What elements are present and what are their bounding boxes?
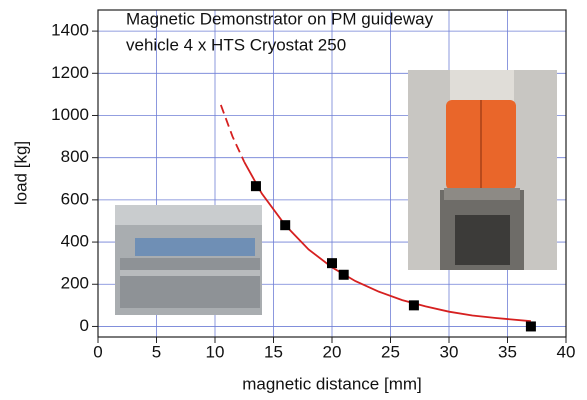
data-point [338, 269, 349, 280]
x-axis-label: magnetic distance [mm] [242, 374, 422, 393]
y-tick-label: 1000 [51, 105, 89, 124]
data-point [250, 181, 261, 192]
data-point [408, 300, 419, 311]
x-tick-label: 40 [557, 342, 576, 361]
chart-title: Magnetic Demonstrator on PM guideway [126, 9, 434, 28]
y-tick-label: 800 [61, 147, 89, 166]
y-tick-label: 1200 [51, 63, 89, 82]
x-tick-label: 0 [93, 342, 102, 361]
y-tick-label: 1400 [51, 21, 89, 40]
data-point [327, 258, 337, 269]
y-tick-label: 200 [61, 274, 89, 293]
x-tick-label: 35 [498, 342, 517, 361]
x-tick-label: 10 [206, 342, 225, 361]
y-tick-label: 600 [61, 189, 89, 208]
chart-subtitle: vehicle 4 x HTS Cryostat 250 [126, 35, 346, 54]
y-axis-label: load [kg] [11, 141, 30, 205]
fit-line [220, 104, 246, 163]
data-point [525, 321, 536, 332]
photo-right [408, 70, 557, 270]
x-tick-label: 15 [264, 342, 283, 361]
x-tick-label: 20 [323, 342, 342, 361]
x-tick-label: 25 [381, 342, 400, 361]
data-point [280, 220, 291, 231]
x-tick-label: 5 [152, 342, 161, 361]
y-tick-label: 400 [61, 232, 89, 251]
x-tick-label: 30 [440, 342, 459, 361]
photo-left [115, 205, 262, 315]
y-tick-label: 0 [80, 316, 89, 335]
